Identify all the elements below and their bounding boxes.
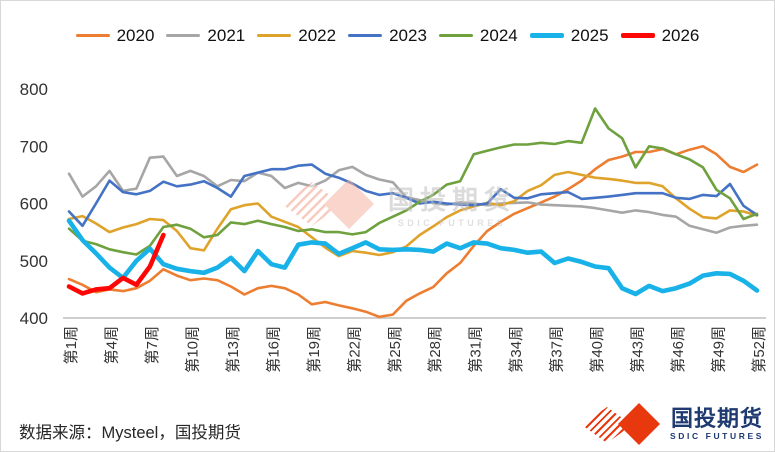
y-tick-label: 700 — [20, 137, 48, 156]
x-tick-label: 第13周 — [224, 326, 242, 373]
x-tick-label: 第19周 — [305, 326, 323, 373]
legend-line-swatch — [438, 33, 473, 38]
x-tick-label: 第52周 — [750, 326, 768, 373]
legend: 2020 2021 2022 2023 2024 2025 2026 — [1, 27, 774, 44]
y-tick-label: 500 — [20, 252, 48, 271]
x-tick-label: 第37周 — [548, 326, 566, 373]
series-line-2026 — [66, 232, 166, 296]
x-tick-label: 第43周 — [629, 326, 647, 373]
legend-label: 2025 — [570, 26, 609, 45]
x-tick-label: 第40周 — [588, 326, 606, 373]
legend-item-2024: 2024 — [438, 26, 518, 45]
legend-line-swatch — [529, 33, 564, 38]
y-tick-label: 600 — [20, 195, 48, 214]
legend-line-swatch — [348, 33, 383, 38]
sdic-futures-logo: 国投期货 SDIC FUTURES — [581, 403, 764, 445]
legend-item-2023: 2023 — [348, 27, 427, 44]
x-tick-label: 第28周 — [426, 326, 444, 373]
line-chart-plot: 800 700 600 500 400 第1周 第4周 第7周 第10周 第13周 第16周 第19周… — [20, 80, 768, 373]
sdic-diamond-icon — [581, 403, 662, 445]
series-line-2020 — [67, 145, 759, 319]
legend-label: 2024 — [479, 26, 518, 45]
legend-item-2022: 2022 — [257, 27, 336, 44]
series-line-2024 — [67, 107, 759, 256]
legend-line-swatch — [166, 33, 201, 38]
logo-cn-text: 国投期货 — [670, 405, 763, 431]
legend-label: 2021 — [207, 26, 246, 45]
x-tick-label: 第34周 — [507, 326, 525, 373]
legend-item-2021: 2021 — [166, 27, 245, 44]
series-line-2025 — [66, 218, 760, 297]
legend-label: 2022 — [298, 26, 337, 45]
y-tick-label: 800 — [20, 80, 48, 99]
y-tick-label: 400 — [20, 309, 48, 328]
series-line-2021 — [67, 155, 759, 234]
legend-label: 2020 — [116, 26, 155, 45]
legend-label: 2023 — [389, 26, 427, 45]
x-tick-label: 第4周 — [102, 326, 120, 364]
x-tick-label: 第49周 — [710, 326, 728, 373]
legend-line-swatch — [257, 33, 292, 38]
legend-line-swatch — [620, 33, 655, 38]
legend-item-2025: 2025 — [529, 26, 609, 45]
legend-item-2020: 2020 — [75, 26, 155, 45]
x-tick-label: 第31周 — [467, 326, 485, 373]
x-tick-label: 第25周 — [386, 326, 404, 373]
series-line-2022 — [67, 170, 759, 258]
logo-en-text: SDIC FUTURES — [669, 431, 764, 442]
x-tick-label: 第46周 — [669, 326, 687, 373]
legend-line-swatch — [75, 33, 110, 38]
x-tick-label: 第10周 — [183, 326, 201, 373]
x-tick-label: 第7周 — [143, 326, 161, 364]
legend-item-2026: 2026 — [620, 26, 700, 45]
data-source-note: 数据来源：Mysteel，国投期货 — [19, 424, 241, 442]
series-line-2023 — [67, 163, 759, 228]
x-tick-label: 第16周 — [264, 326, 282, 373]
legend-label: 2026 — [661, 26, 700, 45]
x-tick-label: 第22周 — [345, 326, 363, 373]
x-tick-label: 第1周 — [62, 326, 80, 364]
